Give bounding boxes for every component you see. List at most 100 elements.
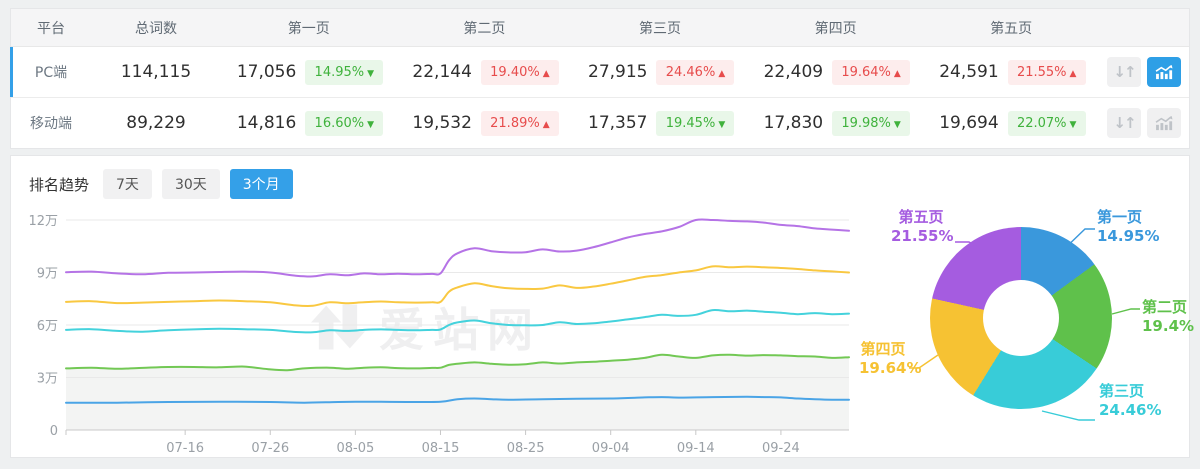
- keyword-count: 17,357: [588, 113, 648, 133]
- keyword-count: 14,816: [236, 113, 297, 133]
- donut-label-page1: 第一页 14.95%: [1097, 208, 1159, 246]
- line-chart-svg: 0 3万 6万 9万 12万 07-16 07-26 08-05 08-15 08-25 09-04…: [28, 214, 850, 456]
- change-badge: 21.89% ▲: [480, 110, 559, 136]
- tab-3months[interactable]: 3个月: [229, 169, 293, 199]
- trend-section-title: 排名趋势: [29, 175, 90, 194]
- platform-label: 移动端: [30, 116, 72, 132]
- updown-arrows-icon: ↓↑: [1113, 114, 1136, 132]
- donut-label-value: 19.4%: [1142, 317, 1195, 335]
- trend-arrow-icon: ▼: [367, 119, 375, 130]
- donut-label-name: 第二页: [1142, 298, 1188, 316]
- col-header-page4: 第四页: [814, 20, 857, 37]
- donut-label-value: 14.95%: [1097, 227, 1160, 245]
- trend-arrow-icon: ▲: [542, 119, 550, 130]
- rank-trend-card: 排名趋势 7天 30天 3个月 爱站网 0 3万 6万 9万 12万 07-16 07-26…: [10, 155, 1194, 458]
- change-badge: 24.46% ▲: [656, 59, 735, 85]
- change-badge: 14.95% ▼: [305, 59, 384, 85]
- svg-text:08-05: 08-05: [336, 441, 374, 456]
- page4-cell: 22,409 19.64% ▲: [748, 59, 924, 85]
- donut-label-name: 第四页: [860, 340, 906, 358]
- watermark-logo-icon: [311, 304, 365, 350]
- trend-arrow-icon: ▼: [1069, 119, 1077, 130]
- trend-arrow-icon: ▲: [1069, 68, 1077, 79]
- keyword-count: 19,532: [412, 113, 472, 133]
- svg-text:12万: 12万: [28, 214, 58, 229]
- page5-cell: 24,591 21.55% ▲: [923, 59, 1099, 85]
- table-row-mobile[interactable]: 移动端 89,229 14,816 16.60% ▼ 19,532 21.89% ▲…: [11, 97, 1189, 148]
- change-badge: 22.07% ▼: [1007, 110, 1086, 136]
- page3-cell: 27,915 24.46% ▲: [572, 59, 748, 85]
- svg-text:9万: 9万: [37, 267, 58, 282]
- donut-label-page2: 第二页 19.4%: [1142, 298, 1194, 336]
- trend-arrow-icon: ▲: [893, 68, 901, 79]
- change-badge: 19.45% ▼: [656, 110, 735, 136]
- change-badge: 19.40% ▲: [480, 59, 559, 85]
- change-badge: 16.60% ▼: [305, 110, 384, 136]
- svg-text:09-24: 09-24: [762, 441, 800, 456]
- change-badge: 21.55% ▲: [1007, 59, 1086, 85]
- keyword-count: 19,694: [939, 113, 999, 133]
- total-count: 114,115: [120, 62, 192, 82]
- svg-text:08-15: 08-15: [422, 441, 460, 456]
- keyword-count: 24,591: [939, 62, 999, 82]
- page1-cell: 17,056 14.95% ▼: [221, 59, 397, 85]
- rank-trend-line-chart[interactable]: 爱站网 0 3万 6万 9万 12万 07-16 07-26 08-05 08-15 08-25 0…: [11, 202, 859, 458]
- page1-cell: 14,816 16.60% ▼: [221, 110, 397, 136]
- col-header-platform: 平台: [37, 20, 65, 37]
- donut-label-page5: 第五页 21.55%: [891, 208, 954, 246]
- col-header-page2: 第二页: [463, 20, 506, 37]
- sort-updown-button[interactable]: ↓↑: [1107, 57, 1141, 87]
- page2-cell: 22,144 19.40% ▲: [397, 59, 573, 85]
- svg-text:09-04: 09-04: [592, 441, 630, 456]
- keyword-table-card: 平台 总词数 第一页 第二页 第三页 第四页 第五页 PC端 114,115 1…: [10, 8, 1190, 149]
- tab-7days[interactable]: 7天: [103, 169, 152, 199]
- donut-label-name: 第三页: [1099, 382, 1145, 400]
- svg-text:07-26: 07-26: [251, 441, 289, 456]
- trend-arrow-icon: ▼: [367, 68, 375, 79]
- table-row-pc[interactable]: PC端 114,115 17,056 14.95% ▼ 22,144 19.40%…: [10, 47, 1189, 97]
- svg-text:3万: 3万: [37, 372, 58, 387]
- svg-text:6万: 6万: [37, 319, 58, 334]
- donut-ring[interactable]: [930, 227, 1112, 409]
- trend-chart-button[interactable]: [1147, 108, 1181, 138]
- table-header-row: 平台 总词数 第一页 第二页 第三页 第四页 第五页: [11, 9, 1189, 47]
- page3-cell: 17,357 19.45% ▼: [572, 110, 748, 136]
- donut-label-value: 19.64%: [859, 359, 922, 377]
- col-header-total: 总词数: [135, 20, 177, 37]
- charts-row: 爱站网 0 3万 6万 9万 12万 07-16 07-26 08-05 08-15 08-25 0…: [11, 202, 1194, 458]
- trend-arrow-icon: ▲: [542, 68, 550, 79]
- svg-text:09-14: 09-14: [677, 441, 715, 456]
- trend-arrow-icon: ▼: [893, 119, 901, 130]
- updown-arrows-icon: ↓↑: [1113, 63, 1136, 81]
- row-actions: ↓↑: [1099, 57, 1189, 87]
- svg-text:08-25: 08-25: [507, 441, 545, 456]
- keyword-count: 22,409: [763, 62, 824, 82]
- keyword-count: 17,830: [763, 113, 824, 133]
- page4-cell: 17,830 19.98% ▼: [748, 110, 924, 136]
- change-badge: 19.64% ▲: [832, 59, 911, 85]
- tab-30days[interactable]: 30天: [161, 169, 220, 199]
- donut-label-name: 第一页: [1097, 208, 1143, 226]
- donut-label-value: 24.46%: [1099, 401, 1162, 419]
- col-header-page1: 第一页: [287, 20, 330, 37]
- change-badge: 19.98% ▼: [832, 110, 911, 136]
- trend-chart-button[interactable]: [1147, 57, 1181, 87]
- svg-text:07-16: 07-16: [166, 441, 204, 456]
- platform-label: PC端: [34, 65, 68, 81]
- row-actions: ↓↑: [1099, 108, 1189, 138]
- page2-cell: 19,532 21.89% ▲: [397, 110, 573, 136]
- sort-updown-button[interactable]: ↓↑: [1107, 108, 1141, 138]
- donut-label-value: 21.55%: [891, 227, 954, 245]
- donut-label-page3: 第三页 24.46%: [1099, 382, 1161, 420]
- keyword-count: 22,144: [412, 62, 472, 82]
- donut-connector-lines: [909, 228, 1140, 421]
- donut-label-name: 第五页: [898, 208, 944, 226]
- keyword-count: 17,056: [236, 62, 297, 82]
- keyword-count: 27,915: [588, 62, 648, 82]
- bar-chart-icon: [1155, 64, 1173, 79]
- bar-chart-icon: [1155, 115, 1173, 130]
- page-share-donut-chart[interactable]: 第一页 14.95% 第二页 19.4% 第三页 24.46% 第四页 19.6…: [859, 202, 1194, 458]
- col-header-page5: 第五页: [990, 20, 1033, 37]
- total-count: 89,229: [126, 113, 186, 133]
- trend-arrow-icon: ▼: [718, 119, 726, 130]
